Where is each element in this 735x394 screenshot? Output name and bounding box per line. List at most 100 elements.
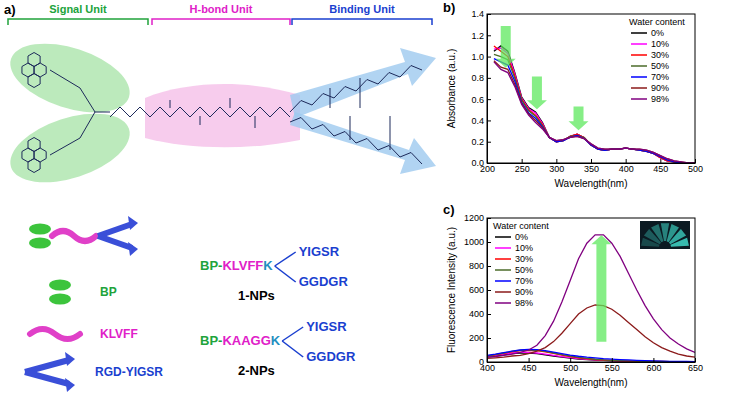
rgd-icon — [128, 216, 138, 230]
panel-label: c) — [443, 202, 455, 217]
x-tick: 550 — [605, 358, 620, 373]
bond — [50, 70, 110, 155]
legend-label: 70% — [515, 276, 533, 286]
y-tick-mark — [487, 142, 491, 143]
x-tick-mark — [570, 358, 571, 362]
y-tick: 1000 — [464, 237, 491, 247]
legend-swatch — [631, 87, 647, 89]
y-tick: 600 — [469, 285, 491, 295]
y-tick-label: 0 — [479, 357, 484, 367]
y-tick-label: 600 — [469, 285, 484, 295]
y-tick: 800 — [469, 261, 491, 271]
rgd-icon — [25, 360, 69, 372]
y-tick-label: 0.4 — [471, 116, 484, 126]
legend-swatch — [631, 76, 647, 78]
klvff-icon — [52, 231, 96, 241]
legend-swatch — [631, 43, 647, 45]
y-tick-mark — [487, 314, 491, 315]
unit-label: H-bond Unit — [190, 3, 253, 15]
side-chain — [255, 116, 256, 128]
ring — [28, 74, 40, 88]
side-chain — [200, 116, 201, 125]
backbone — [110, 107, 290, 117]
trend-arrow — [496, 26, 516, 68]
legend-label: 30% — [515, 254, 533, 264]
construct-branch: GGDGR — [306, 349, 356, 364]
inset-photo — [640, 221, 690, 249]
side-chain — [360, 78, 361, 108]
rgd-icon — [65, 378, 75, 392]
x-tick-label: 400 — [619, 164, 634, 174]
component-label: RGD-YIGSR — [95, 365, 163, 379]
series-line — [494, 46, 695, 163]
klvff-icon — [30, 329, 80, 339]
legend-label: 0% — [651, 28, 664, 38]
plot-frame — [487, 218, 695, 362]
y-tick-label: 1.0 — [471, 52, 484, 62]
y-tick-mark — [487, 120, 491, 121]
y-tick: 0.0 — [471, 158, 491, 168]
y-tick: 0 — [479, 357, 491, 367]
branch-line — [282, 341, 303, 357]
legend-label: 90% — [651, 83, 669, 93]
series-line — [494, 54, 695, 163]
trend-arrow — [591, 235, 611, 342]
x-tick-label: 450 — [522, 363, 537, 373]
legend: Water content0%10%30%50%70%90%98% — [493, 221, 549, 308]
y-axis-title: Fluorescence Intensity (a.u.) — [446, 227, 457, 353]
x-tick: 250 — [515, 159, 530, 174]
plot-frame — [487, 14, 695, 163]
construct-part: KAAGG — [222, 333, 270, 348]
legend-title: Water content — [493, 221, 549, 231]
series-line — [494, 61, 695, 163]
legend-title: Water content — [629, 17, 685, 27]
y-tick: 1.2 — [471, 31, 491, 41]
figure: a)Signal UnitH-bond UnitBinding UnitBPKL… — [0, 0, 735, 394]
component-label: KLVFF — [100, 327, 138, 341]
trend-arrow — [569, 106, 589, 130]
series-line — [494, 48, 695, 163]
x-tick-mark — [653, 358, 654, 362]
unit-bracket — [152, 19, 290, 25]
x-tick-label: 450 — [653, 164, 668, 174]
y-tick: 0.6 — [471, 95, 491, 105]
unit-label: Binding Unit — [329, 3, 395, 15]
y-tick-label: 0.0 — [471, 158, 484, 168]
y-tick-label: 0.2 — [471, 137, 484, 147]
x-tick: 500 — [688, 159, 703, 174]
x-tick-label: 600 — [646, 363, 661, 373]
side-chain — [170, 100, 171, 108]
x-axis-title: Wavelength(nm) — [555, 178, 628, 189]
x-tick: 300 — [549, 159, 564, 174]
y-tick-label: 0.8 — [471, 73, 484, 83]
y-axis-line — [487, 15, 488, 164]
construct-part: BP- — [200, 258, 222, 273]
series-line — [487, 235, 695, 357]
backbone — [290, 66, 422, 113]
inset-background — [640, 221, 690, 249]
x-tick-mark — [591, 159, 592, 163]
y-tick: 1200 — [464, 213, 491, 223]
y-tick-mark — [487, 99, 491, 100]
legend-swatch — [495, 247, 511, 249]
legend-swatch — [631, 54, 647, 56]
ring — [28, 53, 40, 67]
x-tick: 500 — [563, 358, 578, 373]
bp-icon — [49, 280, 71, 291]
ring — [28, 138, 40, 152]
legend-label: 10% — [515, 243, 533, 253]
construct-core: BP-KLVFFK — [200, 258, 273, 273]
bp-icon — [29, 238, 51, 249]
y-tick: 0.2 — [471, 137, 491, 147]
legend-swatch — [631, 32, 647, 34]
y-tick: 400 — [469, 309, 491, 319]
panel-label: a) — [4, 2, 16, 17]
y-tick-label: 0.6 — [471, 95, 484, 105]
inset-vial — [671, 238, 689, 247]
x-tick: 350 — [584, 159, 599, 174]
legend-label: 50% — [515, 265, 533, 275]
x-axis-title: Wavelength(nm) — [555, 377, 628, 388]
y-tick: 1.0 — [471, 52, 491, 62]
y-tick-mark — [487, 362, 491, 363]
chart: 400450500550600650020040060080010001200c… — [443, 202, 703, 388]
